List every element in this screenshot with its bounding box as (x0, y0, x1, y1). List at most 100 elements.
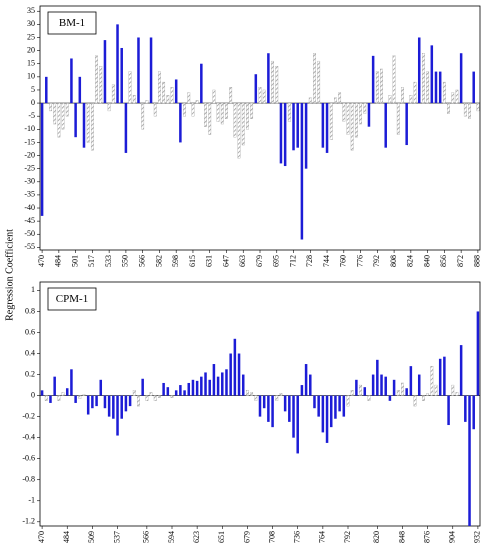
bar (262, 89, 266, 104)
x-tick-label: 598 (171, 255, 180, 267)
bar (212, 364, 216, 396)
y-tick-label: -0.2 (22, 411, 35, 420)
bar (405, 103, 408, 146)
bar (468, 102, 471, 119)
bar (380, 68, 383, 104)
bar (304, 103, 308, 169)
bar (183, 390, 186, 396)
x-tick-label: 550 (121, 255, 130, 267)
bar (65, 388, 69, 396)
bar (191, 102, 195, 117)
x-tick-label: 566 (137, 255, 146, 267)
panel-label-box (47, 11, 97, 35)
x-tick-label: 631 (205, 255, 214, 267)
bar (451, 384, 455, 396)
bar (354, 102, 358, 138)
bar (367, 395, 371, 401)
x-tick-label: 484 (54, 255, 63, 267)
panel-label: CPM-1 (56, 293, 88, 305)
x-tick-label: 533 (104, 255, 113, 267)
bar (95, 55, 98, 104)
x-tick-label: 792 (343, 531, 352, 543)
x-tick-label: 888 (473, 255, 482, 267)
bar (262, 395, 266, 409)
bar (334, 395, 337, 419)
y-tick-label: 0.4 (25, 348, 35, 357)
y-tick-label: 0.6 (25, 327, 35, 336)
bar (158, 395, 161, 398)
bar (40, 390, 44, 396)
bar (158, 71, 161, 104)
bar (241, 102, 245, 146)
x-tick-label: 808 (389, 255, 398, 267)
bar (296, 395, 299, 454)
bar (472, 71, 475, 104)
bar (309, 374, 312, 396)
bar (237, 102, 241, 159)
panel-label-box (47, 287, 97, 311)
bar (162, 382, 165, 396)
bar (237, 353, 241, 396)
bar (250, 392, 254, 396)
x-tick-label: 792 (372, 255, 381, 267)
x-tick-label: 764 (318, 531, 327, 543)
bar (267, 395, 270, 422)
bar (183, 102, 186, 117)
bar (392, 55, 396, 104)
bar (65, 102, 69, 117)
bar (451, 92, 455, 104)
bar (220, 102, 224, 125)
bar (472, 395, 475, 430)
x-tick-label: 760 (339, 255, 348, 267)
x-tick-label: 712 (288, 255, 297, 267)
bar (430, 45, 434, 104)
x-tick-label: 623 (192, 531, 201, 543)
bar (434, 384, 438, 396)
bar (413, 395, 417, 407)
bar (61, 102, 65, 130)
bar (292, 395, 295, 438)
bar (258, 87, 262, 104)
bar (70, 369, 73, 396)
bar (430, 365, 434, 396)
bar (434, 71, 438, 104)
bar (137, 37, 140, 104)
y-tick-label: -50 (24, 229, 35, 238)
bar (149, 392, 153, 396)
x-tick-label: 872 (456, 255, 465, 267)
bar (417, 37, 421, 104)
bar (212, 89, 216, 104)
x-tick-label: 594 (167, 531, 176, 543)
bar (170, 87, 174, 104)
bar (329, 102, 333, 140)
bar (464, 395, 467, 422)
x-tick-label: 679 (255, 255, 264, 267)
bar (258, 395, 262, 417)
bar (45, 76, 48, 104)
bar (145, 100, 149, 104)
bar (384, 376, 387, 396)
bar (443, 356, 446, 396)
x-tick-label: 840 (422, 255, 431, 267)
bar (204, 372, 207, 396)
y-tick-label: -5 (28, 111, 35, 120)
bar (388, 395, 392, 401)
bar (375, 71, 379, 104)
bar (204, 102, 207, 127)
bar (95, 395, 98, 407)
bar (279, 103, 283, 164)
bar (371, 374, 375, 396)
bar (44, 395, 48, 401)
bar (246, 390, 249, 396)
bar (455, 89, 459, 104)
bar (225, 369, 228, 396)
y-tick-label: 0.8 (25, 306, 35, 315)
bar (82, 103, 86, 148)
y-tick-label: -30 (24, 177, 35, 186)
bar (468, 395, 471, 526)
bar (350, 102, 354, 151)
bar (422, 53, 425, 104)
bar (103, 395, 107, 409)
x-tick-label: 904 (448, 531, 457, 543)
